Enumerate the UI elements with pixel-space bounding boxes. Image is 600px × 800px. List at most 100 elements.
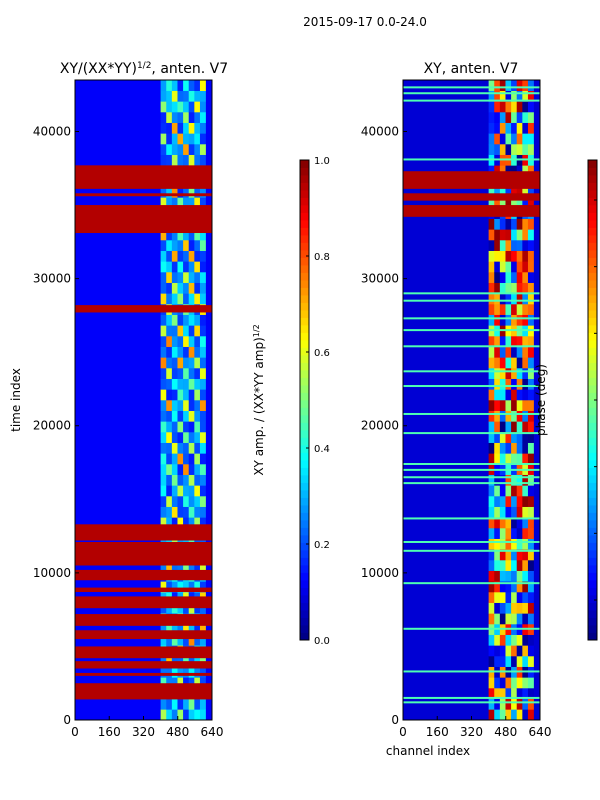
rfi-cell: [171, 250, 178, 262]
rfi-cell: [166, 80, 173, 91]
rfi-cell: [160, 506, 167, 518]
colorbar-segment: [588, 220, 597, 228]
rfi-cell: [494, 240, 501, 251]
rfi-cell: [171, 474, 178, 486]
colorbar-segment: [300, 475, 309, 483]
rfi-cell: [527, 186, 534, 198]
rfi-cell: [505, 314, 512, 326]
rfi-cell: [499, 560, 506, 571]
figure-suptitle: 2015-09-17 0.0-24.0: [303, 15, 427, 29]
rfi-cell: [499, 506, 506, 518]
rfi-cell: [177, 442, 184, 454]
rfi-cell: [511, 378, 518, 390]
x-tick-label: 160: [426, 725, 449, 739]
colorbar-segment: [588, 182, 597, 191]
rfi-cell: [488, 186, 495, 198]
rfi-cell: [160, 112, 167, 123]
rfi-cell: [527, 474, 534, 486]
rfi-cell: [511, 688, 518, 699]
colorbar-segment: [588, 167, 597, 176]
colorbar-segment: [300, 512, 309, 521]
rfi-cell: [177, 197, 184, 209]
rfi-cell: [160, 698, 167, 710]
rfi-cell: [499, 229, 506, 241]
rfi-cell: [488, 144, 495, 155]
rfi-cell: [511, 421, 518, 433]
rfi-cell: [527, 357, 534, 369]
rfi-cell: [494, 122, 501, 134]
rfi-cell: [516, 613, 523, 625]
rfi-cell: [199, 154, 206, 166]
rfi-cell: [494, 293, 501, 305]
rfi-cell: [527, 613, 534, 625]
rfi-cell: [499, 304, 506, 315]
colorbar-segment: [300, 572, 309, 581]
rfi-cell: [527, 112, 534, 123]
rfi-cell: [505, 570, 512, 582]
colorbar-segment: [300, 610, 309, 618]
rfi-cell: [166, 410, 173, 422]
rfi-cell: [522, 570, 529, 582]
rfi-cell: [177, 378, 184, 390]
rfi-cell: [171, 122, 178, 134]
rfi-cell: [499, 90, 506, 102]
rfi-cell: [160, 261, 167, 273]
colorbar-segment: [300, 385, 309, 393]
rfi-cell: [516, 698, 523, 710]
colorbar-segment: [588, 437, 597, 446]
rfi-cell: [522, 421, 529, 433]
rfi-cell: [527, 560, 534, 571]
rfi-cell: [494, 592, 501, 603]
rfi-cell: [516, 336, 523, 347]
rfi-cell: [522, 517, 529, 529]
rfi-cell: [194, 122, 201, 134]
colorbar-segment: [300, 295, 309, 303]
y-tick-label: 0: [391, 713, 399, 727]
rfi-cell: [522, 101, 529, 113]
colorbar-segment: [300, 542, 309, 551]
rfi-cell: [166, 709, 173, 721]
rfi-cell: [488, 688, 495, 699]
rfi-cell: [188, 442, 195, 454]
rfi-cell: [177, 282, 184, 294]
bright-time-line: [403, 482, 540, 485]
rfi-cell: [166, 485, 173, 497]
rfi-cell: [199, 293, 206, 305]
rfi-cell: [166, 442, 173, 454]
rfi-cell: [527, 336, 534, 347]
colorbar-segment: [588, 317, 597, 326]
rfi-cell: [199, 346, 206, 358]
rfi-cell: [194, 517, 201, 529]
colorbar-segment: [588, 632, 597, 641]
colorbar-segment: [300, 602, 309, 611]
rfi-cell: [194, 357, 201, 369]
saturated-band: [75, 683, 212, 700]
rfi-cell: [505, 389, 512, 401]
saturated-band: [75, 524, 212, 541]
rfi-cell: [499, 698, 506, 710]
rfi-cell: [494, 389, 501, 401]
rfi-cell: [516, 549, 523, 561]
rfi-cell: [494, 410, 501, 422]
rfi-cell: [194, 432, 201, 443]
rfi-cell: [494, 186, 501, 198]
rfi-cell: [166, 389, 173, 401]
rfi-cell: [177, 346, 184, 358]
rfi-cell: [499, 357, 506, 369]
saturated-band: [75, 569, 212, 581]
colorbar-segment: [588, 302, 597, 311]
rfi-cell: [171, 133, 178, 145]
rfi-cell: [194, 581, 201, 593]
rfi-cell: [516, 304, 523, 315]
rfi-cell: [194, 368, 201, 379]
rfi-cell: [522, 581, 529, 593]
rfi-cell: [194, 90, 201, 102]
rfi-cell: [199, 282, 206, 294]
rfi-cell: [527, 677, 534, 689]
left-ylabel: time index: [9, 368, 23, 432]
rfi-cell: [199, 442, 206, 454]
rfi-cell: [527, 538, 534, 550]
rfi-cell: [160, 80, 167, 91]
rfi-cell: [488, 453, 495, 465]
rfi-cell: [171, 282, 178, 294]
